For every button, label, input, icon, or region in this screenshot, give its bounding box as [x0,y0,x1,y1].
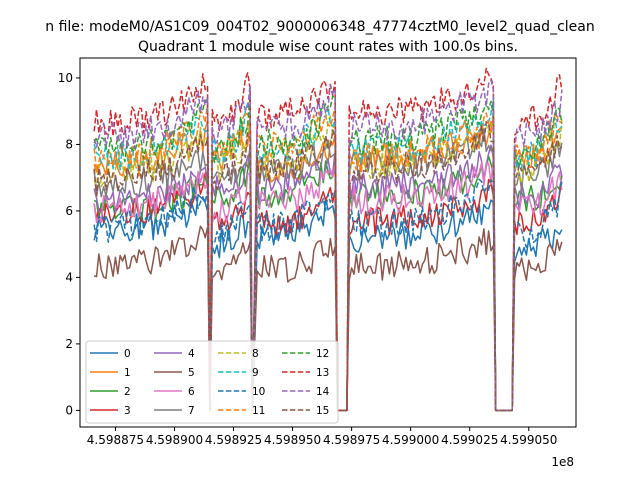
series-line-5 [93,225,563,412]
y-tick-label: 10 [58,71,73,85]
x-tick-label: 4.599000 [382,433,439,447]
legend-label-1: 1 [124,367,131,379]
y-axis: 0 2 4 6 8 10 [58,71,80,417]
legend-label-6: 6 [188,386,195,398]
legend-label-2: 2 [124,386,131,398]
x-axis-offset-text: 1e8 [551,455,574,469]
x-axis: 4.598875 4.598900 4.598925 4.598950 4.598975… [87,427,557,447]
legend-label-13: 13 [316,367,329,379]
y-tick-label: 4 [65,270,73,284]
series-line-6 [93,158,563,412]
legend-label-15: 15 [316,405,329,417]
legend-label-4: 4 [188,348,195,360]
x-tick-label: 4.599025 [441,433,498,447]
series-line-12 [93,94,563,412]
x-tick-label: 4.598925 [205,433,262,447]
y-tick-label: 0 [65,403,73,417]
x-tick-label: 4.598975 [323,433,380,447]
legend-label-9: 9 [252,367,259,379]
legend-label-12: 12 [316,348,329,360]
x-tick-label: 4.599050 [500,433,557,447]
legend-frame [85,340,339,424]
x-tick-label: 4.598875 [87,433,144,447]
legend-label-10: 10 [252,386,265,398]
legend-label-0: 0 [124,348,131,360]
series-line-15 [93,120,563,412]
axes-frame [79,57,577,428]
series-layer [93,67,563,412]
legend-label-5: 5 [188,367,195,379]
plot-area [79,57,577,428]
legend-label-11: 11 [252,405,265,417]
legend-label-3: 3 [124,405,131,417]
legend-label-7: 7 [188,405,195,417]
x-tick-label: 4.598950 [264,433,321,447]
legend-label-14: 14 [316,386,330,398]
y-tick-label: 8 [65,137,73,151]
y-tick-label: 6 [65,204,73,218]
series-line-10 [93,178,563,412]
legend-label-8: 8 [252,348,259,360]
series-line-14 [93,79,563,412]
x-tick-label: 4.598900 [146,433,203,447]
y-tick-label: 2 [65,337,73,351]
chart-title: Quadrant 1 module wise count rates with … [138,39,518,55]
series-line-0 [93,193,563,412]
figure-suptitle: n file: modeM0/AS1C09_004T02_9000006348_… [45,19,594,35]
